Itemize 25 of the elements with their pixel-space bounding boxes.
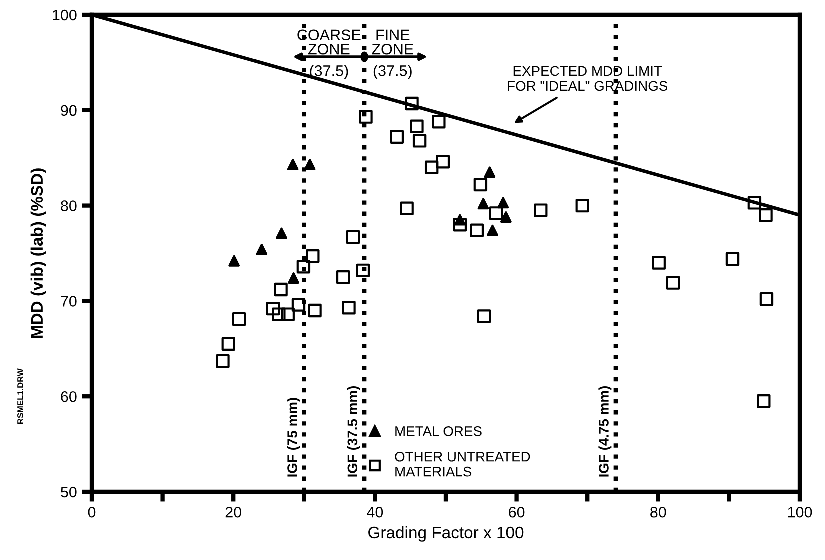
- y-tick-label: 50: [61, 486, 77, 498]
- ref-line-label: IGF (37.5 mm): [347, 386, 360, 477]
- y-axis-title: MDD (vib) (lab) (%SD): [30, 168, 46, 338]
- x-tick-label: 80: [650, 506, 666, 518]
- y-tick-label: 60: [61, 391, 77, 402]
- x-tick-label: 40: [367, 506, 384, 518]
- x-tick-label: 0: [88, 506, 96, 518]
- x-tick-label: 100: [788, 506, 812, 518]
- y-tick-label: 100: [53, 10, 77, 21]
- legend-label: OTHER UNTREATED MATERIALS: [395, 452, 530, 477]
- y-tick-label: 90: [61, 105, 77, 116]
- ref-line-label: IGF (75 mm): [287, 398, 300, 477]
- y-tick-label: 70: [61, 296, 77, 307]
- annotation: EXPECTED MDD LIMIT FOR "IDEAL" GRADINGS: [508, 66, 668, 92]
- text: RSMEL1.DRW: [18, 368, 24, 424]
- x-tick-label: 60: [509, 506, 525, 518]
- ref-line-label: IGF (4.75 mm): [598, 386, 612, 477]
- y-tick-label: 80: [61, 200, 77, 212]
- annotation: (37.5): [374, 65, 412, 80]
- legend-label: METAL ORES: [396, 426, 482, 436]
- annotation: COARSE ZONE: [298, 30, 361, 55]
- annotation: FINE ZONE: [372, 30, 414, 55]
- x-tick-label: 20: [226, 506, 242, 518]
- annotation: (37.5): [310, 65, 348, 80]
- x-axis-title: Grading Factor x 100: [368, 526, 524, 542]
